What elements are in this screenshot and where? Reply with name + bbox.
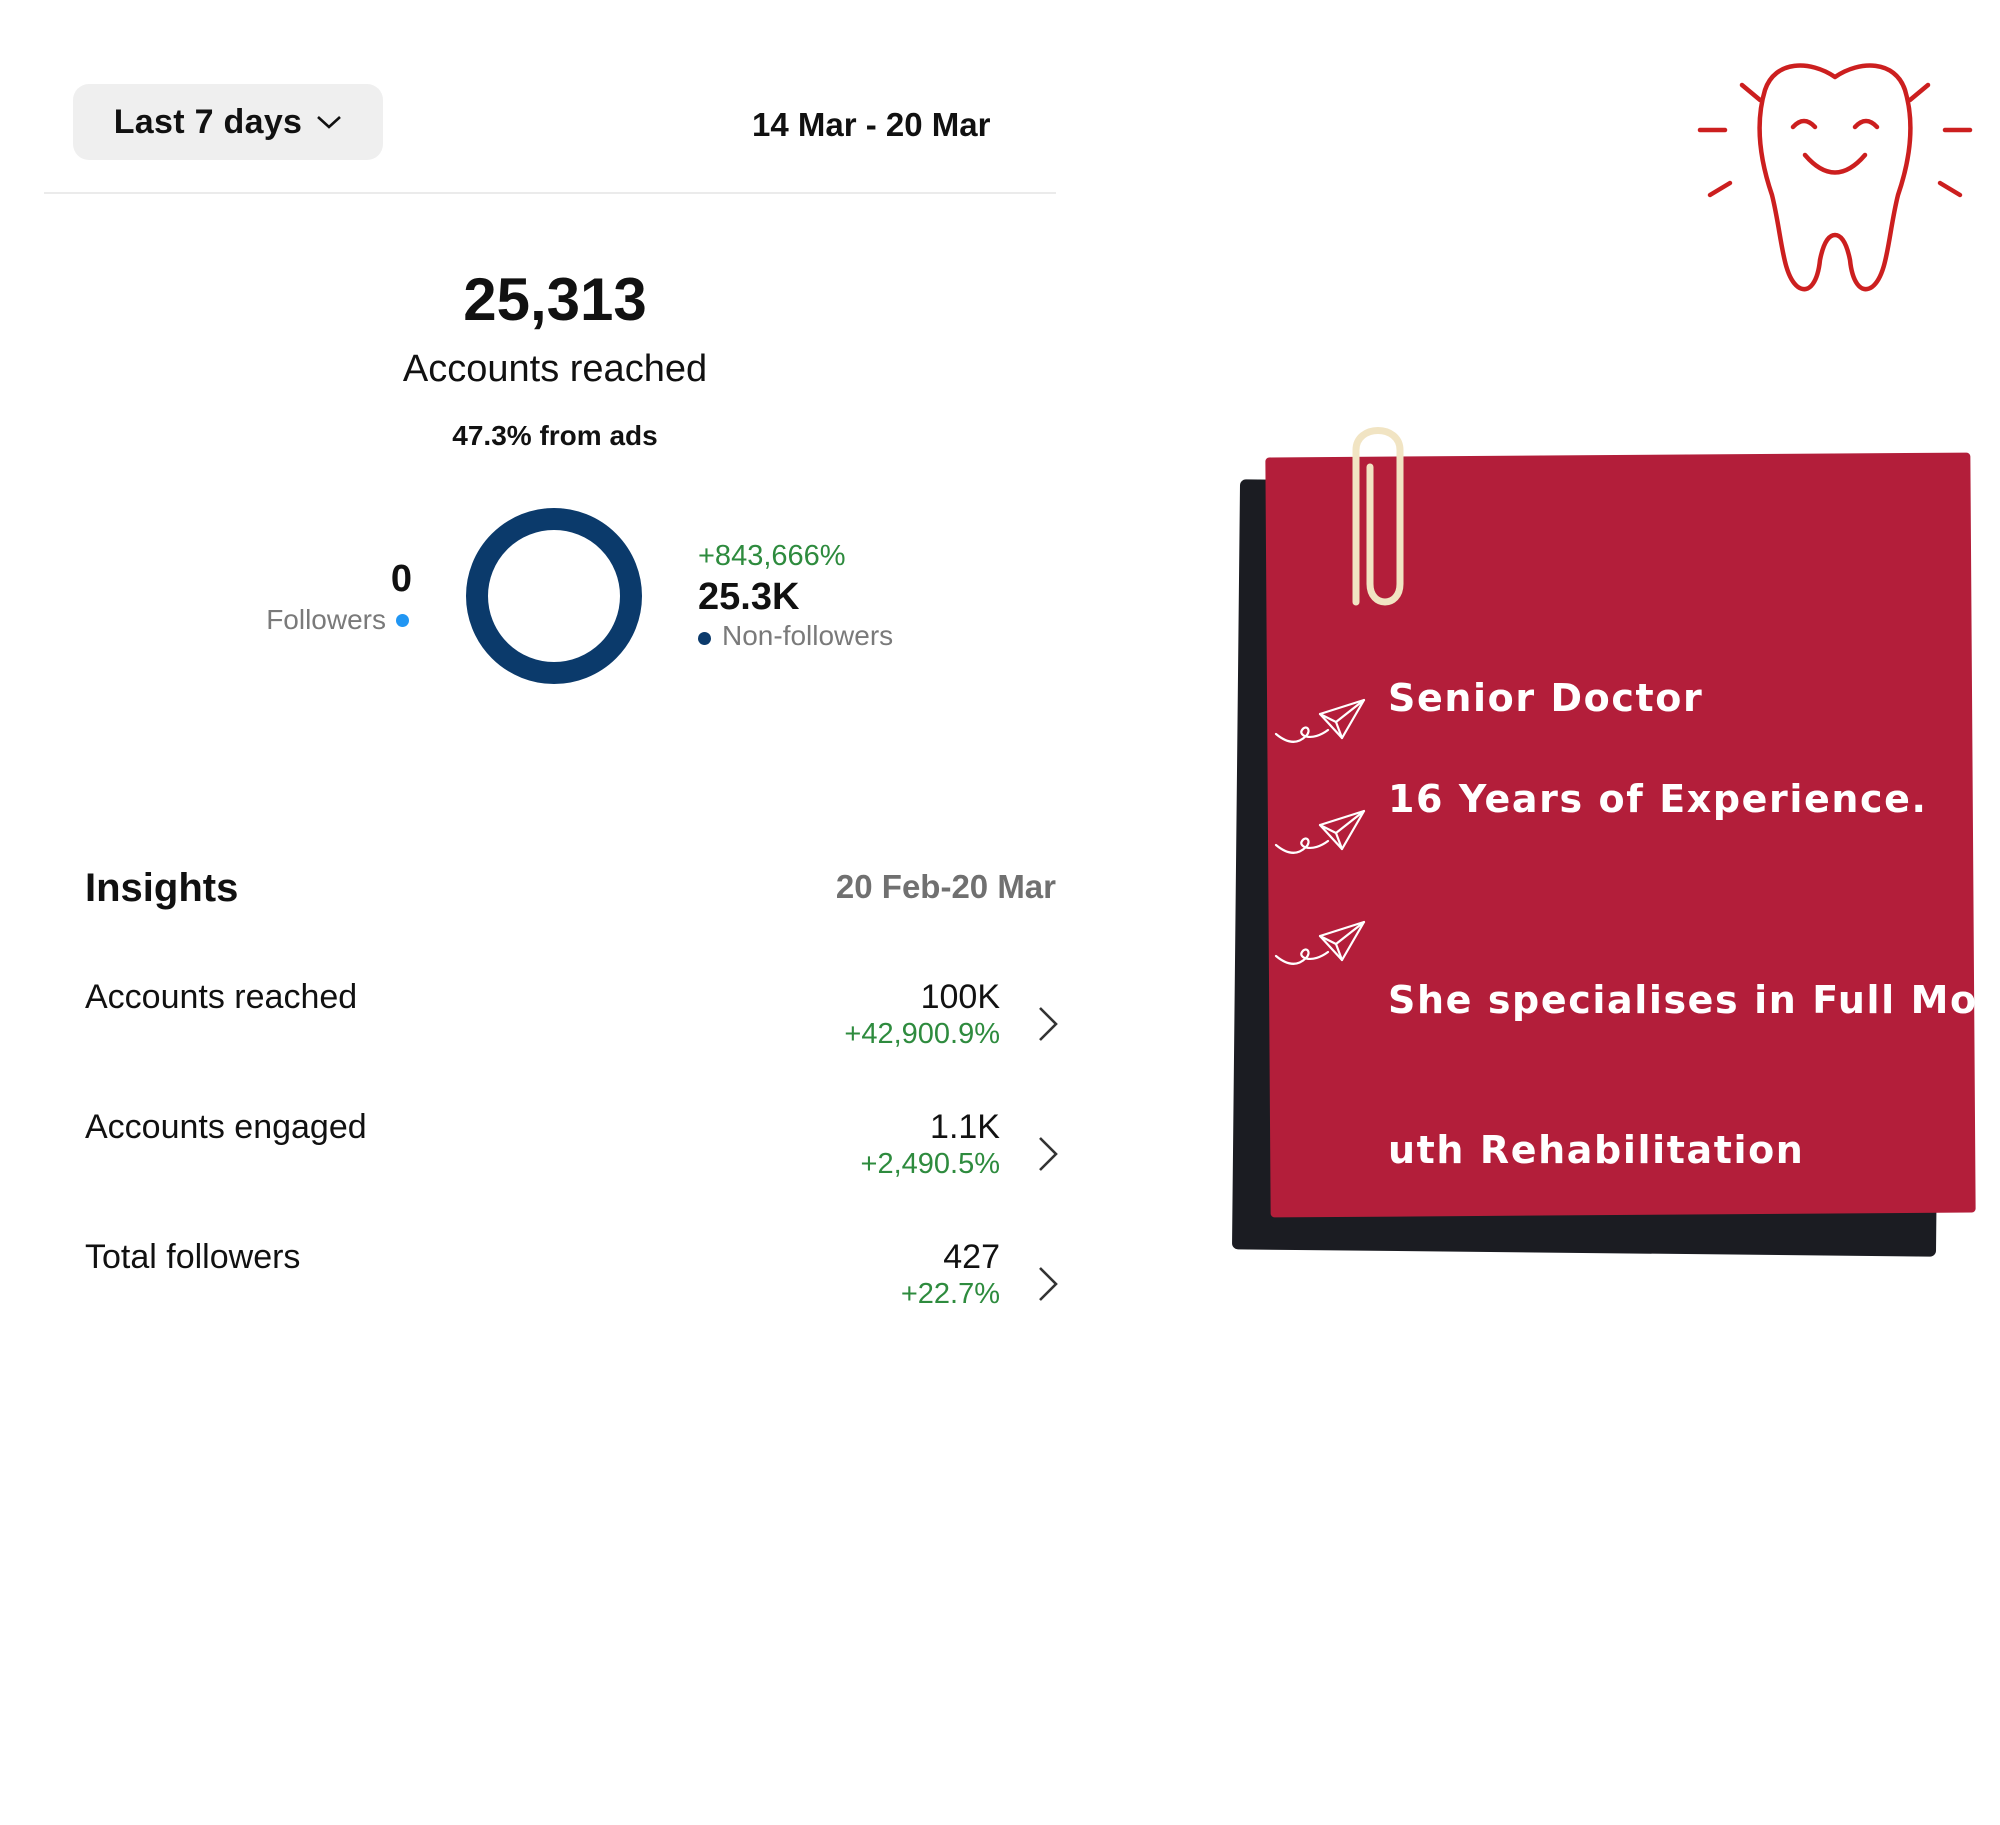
note-line: She specialises in Full Mo: [1388, 978, 1978, 1022]
insight-row-label: Accounts engaged: [85, 1108, 367, 1146]
note-line: with and without Dental: [1388, 1278, 1944, 1322]
header-divider: [44, 192, 1056, 194]
insight-row-change: +42,900.9%: [844, 1018, 1000, 1050]
paper-plane-icon: [1274, 920, 1366, 965]
insight-row-value: 1.1K: [930, 1108, 1000, 1146]
paper-plane-icon: [1274, 698, 1366, 743]
date-range-selector-label: Last 7 days: [113, 102, 303, 141]
insight-row-value: 100K: [920, 978, 1000, 1016]
tooth-icon: [1697, 63, 1973, 292]
paperclip-icon: [1352, 427, 1404, 606]
chevron-right-icon[interactable]: [1036, 1134, 1060, 1174]
ads-share: 47.3% from ads: [452, 420, 658, 451]
note-line: 16 Years of Experience.: [1388, 777, 1928, 821]
followers-count: 0: [390, 558, 412, 600]
non-followers-count: 25.3K: [698, 576, 800, 618]
note-line: Senior Doctor: [1388, 676, 1704, 720]
followers-legend-dot: [396, 614, 409, 627]
insight-row-accounts-reached[interactable]: Accounts reached 100K +42,900.9%: [85, 978, 1060, 1088]
insight-row-accounts-engaged[interactable]: Accounts engaged 1.1K +2,490.5%: [85, 1108, 1060, 1218]
non-followers-legend-dot: [698, 632, 711, 645]
non-followers-label: Non-followers: [722, 620, 894, 651]
note-item: Senior Doctor: [1388, 673, 1948, 723]
insights-title: Insights: [85, 866, 239, 910]
current-date-range: 14 Mar - 20 Mar: [752, 106, 991, 143]
insight-row-change: +22.7%: [900, 1278, 1000, 1310]
chevron-right-icon[interactable]: [1036, 1264, 1060, 1304]
insight-row-total-followers[interactable]: Total followers 427 +22.7%: [85, 1238, 1060, 1348]
insight-row-label: Accounts reached: [85, 978, 358, 1016]
non-followers-change: +843,666%: [698, 540, 846, 572]
note-line: uth Rehabilitation: [1388, 1128, 1805, 1172]
insight-row-label: Total followers: [85, 1238, 301, 1276]
note-line: Implants, diagnosing: [1388, 1428, 1887, 1472]
accounts-reached-label: Accounts reached: [402, 348, 708, 390]
accounts-reached-total: 25,313: [463, 266, 647, 333]
chevron-right-icon[interactable]: [1036, 1004, 1060, 1044]
note-item: 16 Years of Experience.: [1388, 774, 1948, 824]
paper-plane-icon: [1274, 809, 1366, 854]
insights-date-range: 20 Feb-20 Mar: [835, 868, 1056, 905]
insight-row-change: +2,490.5%: [860, 1148, 1000, 1180]
followers-label: Followers: [266, 604, 386, 635]
note-line: and solving Tempero: [1388, 1578, 1878, 1622]
insight-row-value: 427: [943, 1238, 1000, 1276]
note-line: -mandibular joint...: [1388, 1728, 1834, 1772]
chevron-down-icon: [317, 116, 342, 129]
note-item: She specialises in Full Mo uth Rehabilit…: [1388, 875, 1978, 1825]
audience-donut-chart: [466, 508, 642, 684]
date-range-selector[interactable]: Last 7 days: [73, 84, 383, 160]
